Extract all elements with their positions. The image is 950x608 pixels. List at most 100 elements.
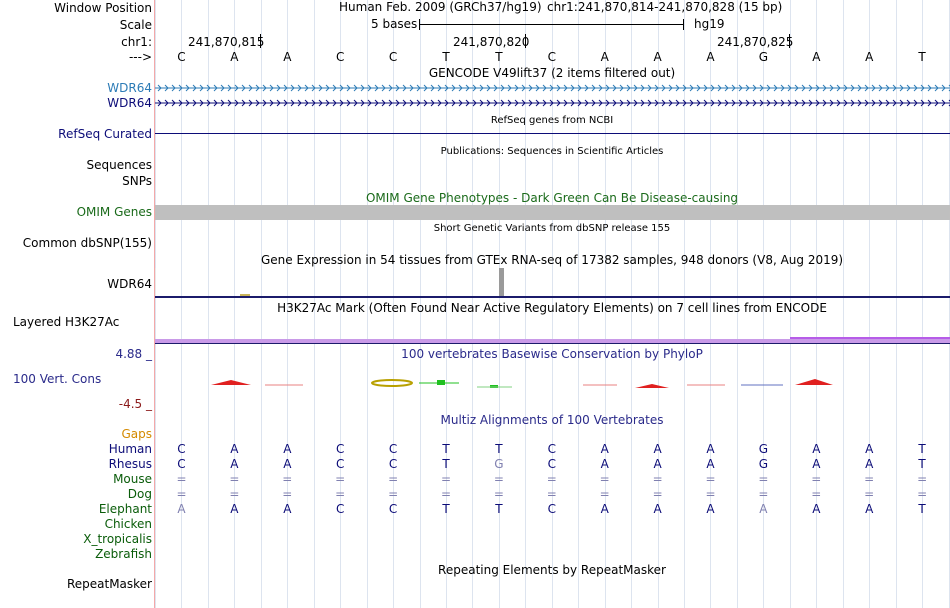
alignment-base-human: A (600, 442, 609, 456)
alignment-base-rhesus: C (388, 457, 398, 471)
base-center-line (763, 0, 764, 608)
track-image-panel[interactable]: Human Feb. 2009 (GRCh37/hg19) chr1:241,8… (155, 0, 950, 608)
alignment-base-dog: = (917, 487, 928, 501)
alignment-base-rhesus: A (865, 457, 874, 471)
reference-base: A (230, 50, 239, 64)
alignment-base-human: A (812, 442, 821, 456)
alignment-base-dog: = (705, 487, 716, 501)
alignment-base-rhesus: G (494, 457, 504, 471)
species-label-rhesus: Rhesus (108, 457, 152, 471)
omim-phenotype-bar[interactable] (155, 205, 950, 220)
h3k27ac-baseline (155, 343, 950, 344)
track-label-100-vert-cons[interactable]: 100 Vert. Cons (13, 372, 102, 386)
alignment-base-rhesus: C (177, 457, 186, 471)
alignment-base-elephant: C (388, 502, 398, 516)
base-boundary-line (472, 0, 473, 608)
gencode-gene-models[interactable] (155, 80, 950, 112)
coordinate-label-2: 241,870,820 (453, 35, 530, 49)
window-position-text: chr1:241,870,814-241,870,828 (15 bp) (547, 0, 783, 14)
species-label-dog: Dog (127, 487, 152, 501)
reference-base: G (758, 50, 769, 64)
base-center-line (499, 0, 500, 608)
h3k27ac-signal[interactable] (155, 339, 950, 343)
multiz-track-title: Multiz Alignments of 100 Vertebrates (440, 413, 664, 427)
refseq-track-title: RefSeq genes from NCBI (490, 115, 614, 126)
alignment-base-elephant: T (918, 502, 926, 516)
base-boundary-line (314, 0, 315, 608)
alignment-base-human: G (758, 442, 769, 456)
alignment-base-elephant: T (442, 502, 450, 516)
dbsnp-track-title: Short Genetic Variants from dbSNP releas… (433, 223, 671, 234)
reference-base: A (706, 50, 715, 64)
alignment-base-human: A (865, 442, 874, 456)
phylop-logo-plot[interactable] (155, 372, 950, 394)
alignment-base-dog: = (282, 487, 293, 501)
alignment-base-rhesus: A (653, 457, 662, 471)
base-boundary-line (631, 0, 632, 608)
track-label-layered-h3k27ac[interactable]: Layered H3K27Ac (13, 315, 120, 329)
species-label-elephant: Elephant (98, 502, 152, 516)
reference-base: A (283, 50, 292, 64)
track-label-common-dbsnp[interactable]: Common dbSNP(155) (22, 236, 152, 250)
base-boundary-line (790, 0, 791, 608)
alignment-base-rhesus: C (335, 457, 345, 471)
publications-track-title: Publications: Sequences in Scientific Ar… (440, 146, 664, 157)
track-label-snps[interactable]: SNPs (122, 174, 152, 188)
track-label-wdr64-gencode-2[interactable]: WDR64 (107, 96, 152, 110)
alignment-base-dog: = (176, 487, 187, 501)
reference-base: C (388, 50, 398, 64)
alignment-base-elephant: A (653, 502, 662, 516)
alignment-base-dog: = (758, 487, 769, 501)
reference-base: A (865, 50, 874, 64)
base-boundary-line (367, 0, 368, 608)
track-label-refseq-curated[interactable]: RefSeq Curated (58, 127, 152, 141)
alignment-base-mouse: = (335, 472, 346, 486)
base-center-line (816, 0, 817, 608)
scale-bar-right-tick (683, 19, 684, 30)
refseq-gene-line[interactable] (155, 133, 950, 134)
reference-base: A (653, 50, 662, 64)
alignment-base-mouse: = (546, 472, 557, 486)
window-position-label: Window Position (54, 1, 152, 15)
reference-base: A (600, 50, 609, 64)
base-boundary-line (208, 0, 209, 608)
alignment-base-rhesus: G (758, 457, 769, 471)
track-label-repeatmasker[interactable]: RepeatMasker (66, 577, 152, 591)
alignment-base-elephant: A (865, 502, 874, 516)
base-boundary-line (420, 0, 421, 608)
alignment-base-rhesus: C (547, 457, 556, 471)
alignment-base-elephant: C (547, 502, 556, 516)
base-boundary-line (737, 0, 738, 608)
track-label-sequences[interactable]: Sequences (86, 158, 152, 172)
alignment-base-rhesus: A (706, 457, 715, 471)
reference-base: A (812, 50, 821, 64)
reference-base: T (918, 50, 926, 64)
alignment-base-mouse: = (758, 472, 769, 486)
alignment-base-rhesus: A (283, 457, 292, 471)
alignment-base-dog: = (388, 487, 399, 501)
alignment-base-elephant: A (177, 502, 186, 516)
coordinate-label-1: 241,870,815 (188, 35, 265, 49)
coordinate-label-3: 241,870,825 (717, 35, 794, 49)
base-center-line (658, 0, 659, 608)
base-center-line (552, 0, 553, 608)
track-label-wdr64-gencode[interactable]: WDR64 (107, 81, 152, 95)
strand-arrow-label: ---> (128, 50, 152, 64)
base-boundary-line (525, 0, 526, 608)
alignment-base-human: C (388, 442, 398, 456)
alignment-base-dog: = (864, 487, 875, 501)
label-divider (154, 0, 155, 608)
scale-db-text: hg19 (694, 17, 725, 31)
alignment-base-mouse: = (917, 472, 928, 486)
gtex-expression-plot[interactable] (155, 268, 950, 298)
alignment-base-dog: = (493, 487, 504, 501)
track-label-gtex-wdr64[interactable]: WDR64 (107, 277, 152, 291)
track-label-omim-genes[interactable]: OMIM Genes (76, 205, 152, 219)
alignment-base-elephant: A (706, 502, 715, 516)
alignment-base-dog: = (546, 487, 557, 501)
assembly-text: Human Feb. 2009 (GRCh37/hg19) (339, 0, 542, 14)
base-center-line (393, 0, 394, 608)
alignment-base-elephant: C (335, 502, 345, 516)
track-labels-panel: Window Position Scale chr1: ---> WDR64 W… (0, 0, 154, 608)
base-center-line (869, 0, 870, 608)
